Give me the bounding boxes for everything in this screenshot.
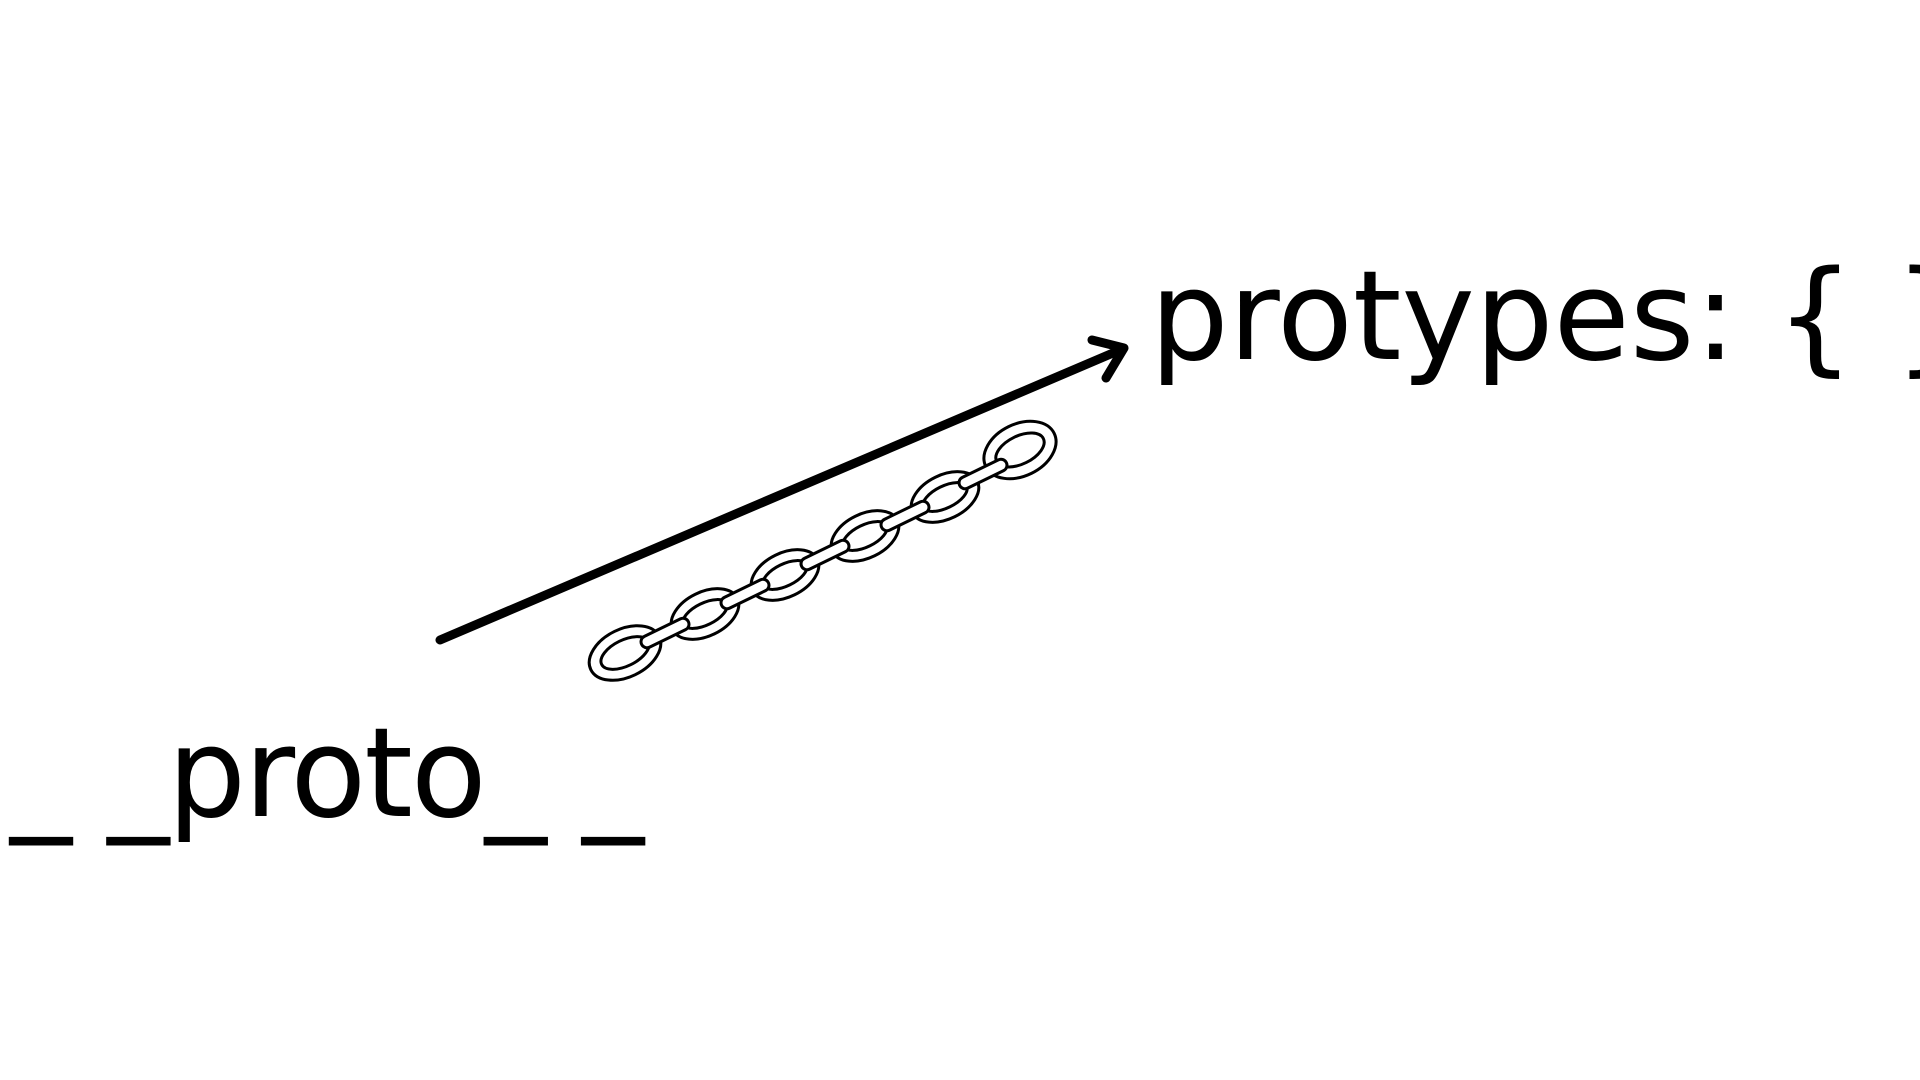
arrow-icon [435, 335, 1129, 645]
chain-icon [587, 419, 1058, 682]
source-label: _ _proto_ _ [10, 702, 644, 846]
target-label: protypes: { } [1150, 245, 1920, 389]
